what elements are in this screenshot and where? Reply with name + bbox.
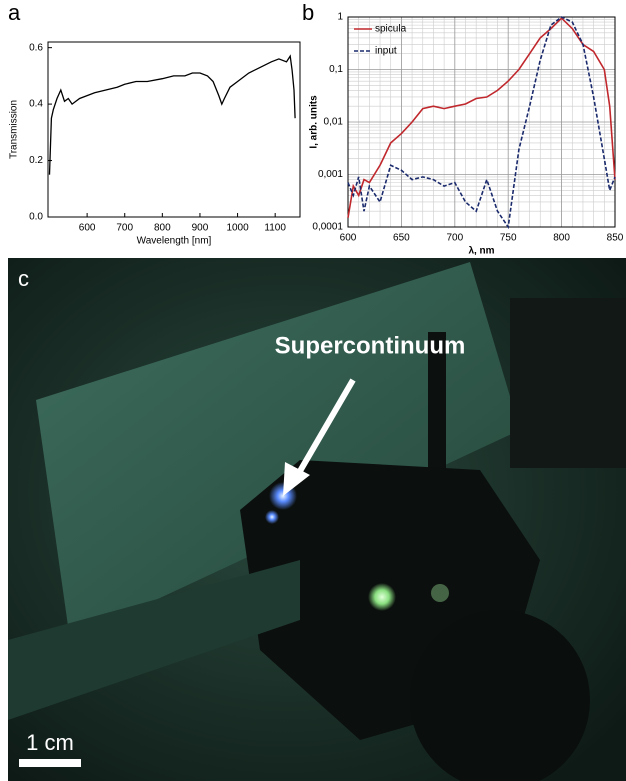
plot-frame: [347, 16, 616, 228]
x-tick-label: 650: [393, 233, 410, 244]
x-tick-label: 600: [340, 233, 357, 244]
x-tick-label: 600: [79, 223, 96, 234]
y-tick-label: 0.6: [29, 42, 43, 53]
x-tick-label: 900: [192, 223, 209, 234]
y-tick-label: 0,1: [329, 64, 343, 75]
y-tick-label: 1: [337, 12, 343, 23]
x-tick-label: 700: [116, 223, 133, 234]
annotation: Supercontinuum: [275, 332, 466, 359]
legend-label: spicula: [375, 24, 407, 35]
panel-label: c: [18, 266, 29, 291]
y-axis-label: Transmission: [9, 100, 20, 159]
plot-frame: [47, 41, 301, 218]
x-tick-label: 700: [446, 233, 463, 244]
y-tick-label: 0.4: [29, 99, 43, 110]
x-axis-label: λ, nm: [468, 246, 494, 257]
y-tick-label: 0,001: [318, 169, 343, 180]
panel-label: a: [8, 0, 21, 25]
x-tick-label: 850: [607, 233, 624, 244]
photo: c Supercontinuum 1 cm: [8, 258, 626, 781]
x-axis-label: Wavelength [nm]: [137, 236, 212, 247]
x-tick-label: 750: [500, 233, 517, 244]
line: [347, 17, 616, 218]
panel-label: b: [302, 0, 314, 25]
y-axis-label: I, arb. units: [309, 95, 320, 149]
scale-bar-label: 1 cm: [26, 730, 74, 755]
y-tick-label: 0,0001: [312, 222, 343, 233]
y-tick-label: 0,01: [324, 117, 344, 128]
x-tick-label: 800: [154, 223, 171, 234]
y-tick-label: 0.0: [29, 212, 43, 223]
x-tick-label: 800: [553, 233, 570, 244]
line: [347, 16, 616, 230]
legend-label: input: [375, 46, 397, 57]
x-tick-label: 1000: [226, 223, 249, 234]
y-tick-label: 0.2: [29, 155, 43, 166]
x-tick-label: 1100: [264, 223, 286, 234]
line: [48, 54, 296, 175]
